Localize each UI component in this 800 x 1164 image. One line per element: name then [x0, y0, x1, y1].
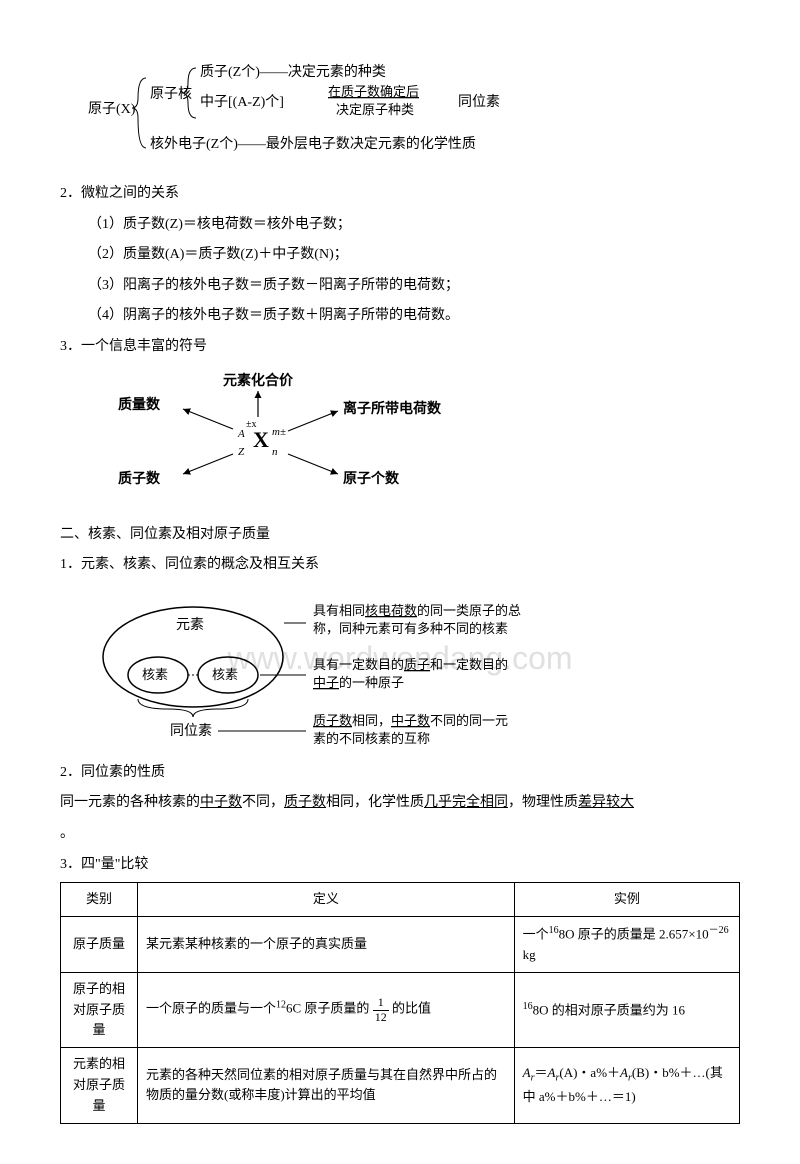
table-cell: 某元素某种核素的一个原子的真实质量	[138, 916, 515, 972]
svg-text:±x: ±x	[246, 419, 257, 430]
part2-1-title: 1．元素、核素、同位素的概念及相互关系	[60, 552, 740, 579]
svg-text:质子(Z个)——决定元素的种类: 质子(Z个)——决定元素的种类	[200, 64, 386, 80]
svg-text:n: n	[272, 446, 278, 458]
svg-text:元素化合价: 元素化合价	[223, 372, 294, 389]
element-nuclide-diagram: 元素 核素 核素 同位素 具有相同核电荷数的同一类原子的总 称，同种元素可有多种…	[88, 587, 740, 752]
svg-text:具有一定数目的质子和一定数目的: 具有一定数目的质子和一定数目的	[313, 657, 508, 672]
svg-text:A: A	[237, 428, 245, 440]
svg-text:称，同种元素可有多种不同的核素: 称，同种元素可有多种不同的核素	[313, 621, 508, 636]
svg-text:质子数相同，中子数不同的同一元: 质子数相同，中子数不同的同一元	[313, 713, 508, 728]
table-row: 元素的相对原子质量 元素的各种天然同位素的相对原子质量与其在自然界中所占的物质的…	[61, 1048, 740, 1123]
svg-text:质子数: 质子数	[118, 470, 161, 487]
table-row: 原子质量 某元素某种核素的一个原子的真实质量 一个168O 原子的质量是 2.6…	[61, 916, 740, 972]
table-cell: 原子的相对原子质量	[61, 972, 138, 1047]
table-cell: 一个原子的质量与一个126C 原子质量的 112 的比值	[138, 972, 515, 1047]
isotope-property-end: 。	[60, 821, 740, 848]
svg-text:核素: 核素	[142, 667, 168, 682]
symbol-arrow-diagram: X A Z ±x m± n 元素化合价 质量数 离子所带电荷数 质子数 原子个数	[88, 369, 740, 514]
svg-text:核外电子(Z个)——最外层电子数决定元素的化学性质: 核外电子(Z个)——最外层电子数决定元素的化学性质	[150, 136, 476, 152]
part2-title: 二、核素、同位素及相对原子质量	[60, 522, 740, 549]
table-cell: 元素的各种天然同位素的相对原子质量与其在自然界中所占的物质的量分数(或称丰度)计…	[138, 1048, 515, 1123]
svg-text:中子[(A-Z)个]: 中子[(A-Z)个]	[200, 94, 284, 110]
svg-text:同位素: 同位素	[458, 94, 500, 110]
svg-text:素的不同核素的互称: 素的不同核素的互称	[313, 731, 430, 746]
isotope-property-text: 同一元素的各种核素的中子数不同，质子数相同，化学性质几乎完全相同，物理性质差异较…	[60, 790, 740, 817]
svg-text:m±: m±	[272, 426, 286, 438]
table-header: 定义	[138, 883, 515, 917]
part2-3-title: 3．四"量"比较	[60, 852, 740, 879]
table-cell: 原子质量	[61, 916, 138, 972]
table-cell: 元素的相对原子质量	[61, 1048, 138, 1123]
svg-text:核素: 核素	[212, 667, 238, 682]
svg-text:原子个数: 原子个数	[343, 470, 400, 487]
table-cell: 168O 的相对原子质量约为 16	[514, 972, 739, 1047]
svg-text:在质子数确定后: 在质子数确定后	[328, 84, 419, 99]
relation-3: （3）阳离子的核外电子数＝质子数－阳离子所带的电荷数；	[60, 273, 740, 300]
svg-text:Z: Z	[238, 446, 245, 458]
svg-text:原子(X): 原子(X)	[88, 101, 136, 117]
atom-structure-diagram: 原子(X) 原子核 质子(Z个)——决定元素的种类 中子[(A-Z)个] 在质子…	[88, 48, 740, 173]
table-cell: Ar＝Ar(A)・a%＋Ar(B)・b%＋…(其中 a%＋b%＋…＝1)	[514, 1048, 739, 1123]
svg-text:中子的一种原子: 中子的一种原子	[313, 675, 404, 690]
four-quantities-table: 类别 定义 实例 原子质量 某元素某种核素的一个原子的真实质量 一个168O 原…	[60, 882, 740, 1124]
table-cell: 一个168O 原子的质量是 2.657×10－26 kg	[514, 916, 739, 972]
relation-1: （1）质子数(Z)＝核电荷数＝核外电子数；	[60, 212, 740, 239]
section-3-title: 3．一个信息丰富的符号	[60, 334, 740, 361]
section-2-title: 2．微粒之间的关系	[60, 181, 740, 208]
part2-2-title: 2．同位素的性质	[60, 760, 740, 787]
svg-text:具有相同核电荷数的同一类原子的总: 具有相同核电荷数的同一类原子的总	[313, 603, 521, 618]
svg-text:同位素: 同位素	[170, 723, 212, 739]
table-header: 实例	[514, 883, 739, 917]
relation-4: （4）阴离子的核外电子数＝质子数＋阴离子所带的电荷数。	[60, 303, 740, 330]
svg-text:质量数: 质量数	[118, 396, 161, 413]
svg-text:元素: 元素	[176, 617, 204, 633]
svg-text:离子所带电荷数: 离子所带电荷数	[343, 400, 442, 417]
table-row: 原子的相对原子质量 一个原子的质量与一个126C 原子质量的 112 的比值 1…	[61, 972, 740, 1047]
table-header: 类别	[61, 883, 138, 917]
svg-text:X: X	[253, 427, 269, 452]
svg-text:决定原子种类: 决定原子种类	[336, 102, 414, 117]
table-row: 类别 定义 实例	[61, 883, 740, 917]
relation-2: （2）质量数(A)＝质子数(Z)＋中子数(N)；	[60, 242, 740, 269]
